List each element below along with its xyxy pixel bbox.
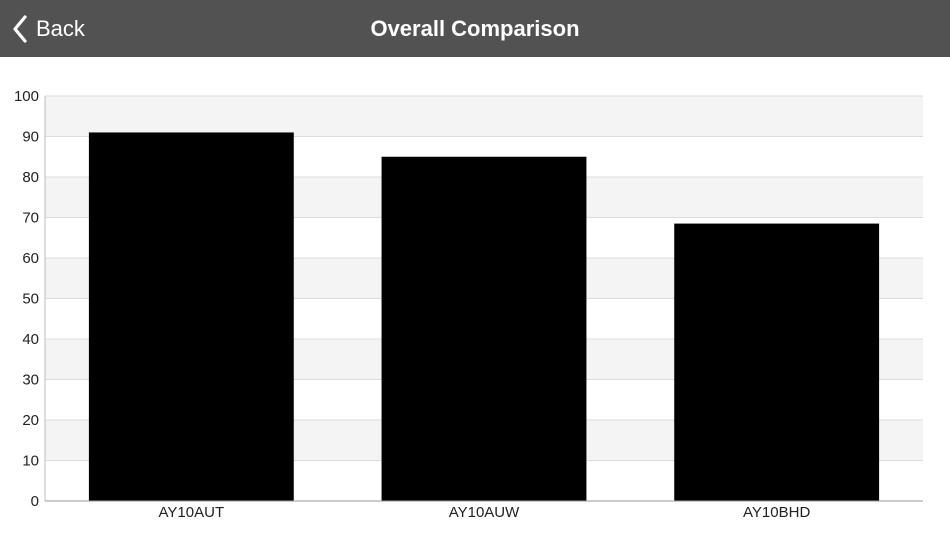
y-tick-label: 40 [22,331,39,348]
y-tick-label: 50 [22,291,39,308]
y-tick-label: 60 [22,250,39,267]
bar-ay10bhd[interactable] [674,223,880,501]
x-tick-label: AY10AUT [159,504,225,521]
y-tick-label: 80 [22,169,39,186]
back-button[interactable]: Back [12,0,85,57]
chart-axes [44,96,923,502]
x-tick-label: AY10BHD [743,504,810,521]
y-tick-label: 30 [22,372,39,389]
chart-bars [88,132,880,501]
y-tick-label: 70 [22,210,39,227]
y-tick-label: 10 [22,453,39,470]
back-button-label: Back [36,15,85,41]
chart-band [45,96,923,137]
bar-ay10aut[interactable] [88,132,294,501]
y-axis-ticks: 0 10 20 30 40 50 60 70 80 90 100 [14,88,39,510]
y-tick-label: 0 [31,493,39,510]
navigation-bar: Back Overall Comparison [0,0,950,57]
page-title: Overall Comparison [370,16,580,41]
x-axis-labels: AY10AUT AY10AUW AY10BHD [159,504,811,521]
chevron-left-icon [13,14,27,43]
y-tick-label: 100 [14,88,39,105]
y-tick-label: 90 [22,129,39,146]
x-tick-label: AY10AUW [449,504,520,521]
bar-ay10auw[interactable] [381,156,587,501]
y-tick-label: 20 [22,412,39,429]
